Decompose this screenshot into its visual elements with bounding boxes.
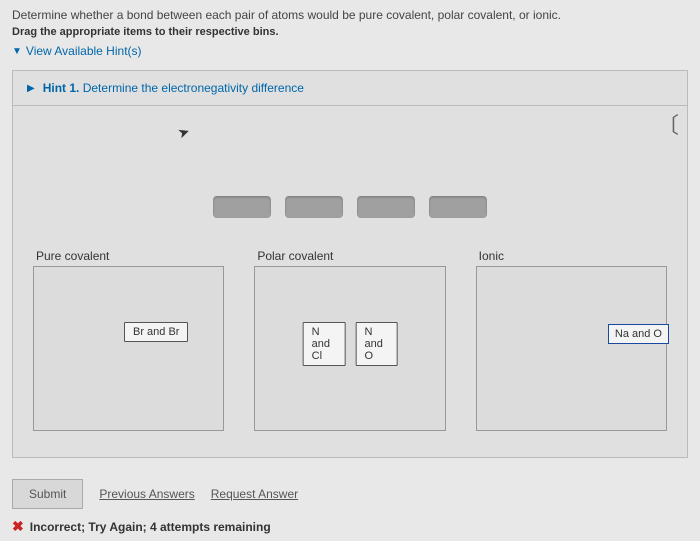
- drop-slot[interactable]: [285, 196, 343, 218]
- submit-button[interactable]: Submit: [12, 479, 83, 509]
- bin-label: Pure covalent: [36, 249, 109, 263]
- hint-box: ▶ Hint 1. Determine the electronegativit…: [12, 70, 688, 106]
- bin-ionic[interactable]: Ionic: [476, 266, 667, 431]
- actions-row: Submit Previous Answers Request Answer: [12, 479, 298, 509]
- reset-icon[interactable]: 〔: [657, 108, 679, 140]
- bin-pure-covalent[interactable]: Pure covalent Br and Br: [33, 266, 224, 431]
- bins-row: Pure covalent Br and Br Polar covalent N…: [33, 266, 667, 431]
- cursor-icon: ➤: [175, 123, 192, 143]
- drop-slot[interactable]: [357, 196, 415, 218]
- chip-n-cl[interactable]: N and Cl: [303, 322, 346, 366]
- question-text: Determine whether a bond between each pa…: [12, 8, 688, 22]
- request-answer-link[interactable]: Request Answer: [211, 487, 298, 501]
- instruction-text: Drag the appropriate items to their resp…: [12, 26, 688, 38]
- feedback-row: ✖ Incorrect; Try Again; 4 attempts remai…: [12, 518, 271, 535]
- drag-drop-panel: 〔 ➤ Pure covalent Br and Br Polar covale…: [12, 106, 688, 458]
- drop-slot[interactable]: [213, 196, 271, 218]
- bin-polar-covalent[interactable]: Polar covalent N and Cl N and O: [254, 266, 445, 431]
- header: Determine whether a bond between each pa…: [0, 0, 700, 62]
- bin-label: Polar covalent: [257, 249, 333, 263]
- feedback-text: Incorrect; Try Again; 4 attempts remaini…: [30, 520, 271, 534]
- bin-label: Ionic: [479, 249, 504, 263]
- hints-toggle[interactable]: ▼ View Available Hint(s): [12, 44, 688, 58]
- chip-n-o[interactable]: N and O: [356, 322, 398, 366]
- drop-slot[interactable]: [429, 196, 487, 218]
- hint-text: Determine the electronegativity differen…: [83, 81, 304, 95]
- previous-answers-link[interactable]: Previous Answers: [99, 487, 194, 501]
- chip-pair: N and Cl N and O: [303, 322, 398, 366]
- hint-row[interactable]: ▶ Hint 1. Determine the electronegativit…: [27, 81, 673, 95]
- hint-prefix: Hint 1.: [43, 81, 80, 95]
- chip-na-o[interactable]: Na and O: [608, 324, 669, 344]
- incorrect-icon: ✖: [12, 518, 24, 535]
- caret-right-icon: ▶: [27, 83, 35, 94]
- caret-down-icon: ▼: [12, 46, 22, 57]
- hints-toggle-label: View Available Hint(s): [26, 44, 142, 58]
- hint-label: Hint 1. Determine the electronegativity …: [43, 81, 304, 95]
- source-slots: [213, 196, 487, 218]
- chip-br-br[interactable]: Br and Br: [124, 322, 188, 342]
